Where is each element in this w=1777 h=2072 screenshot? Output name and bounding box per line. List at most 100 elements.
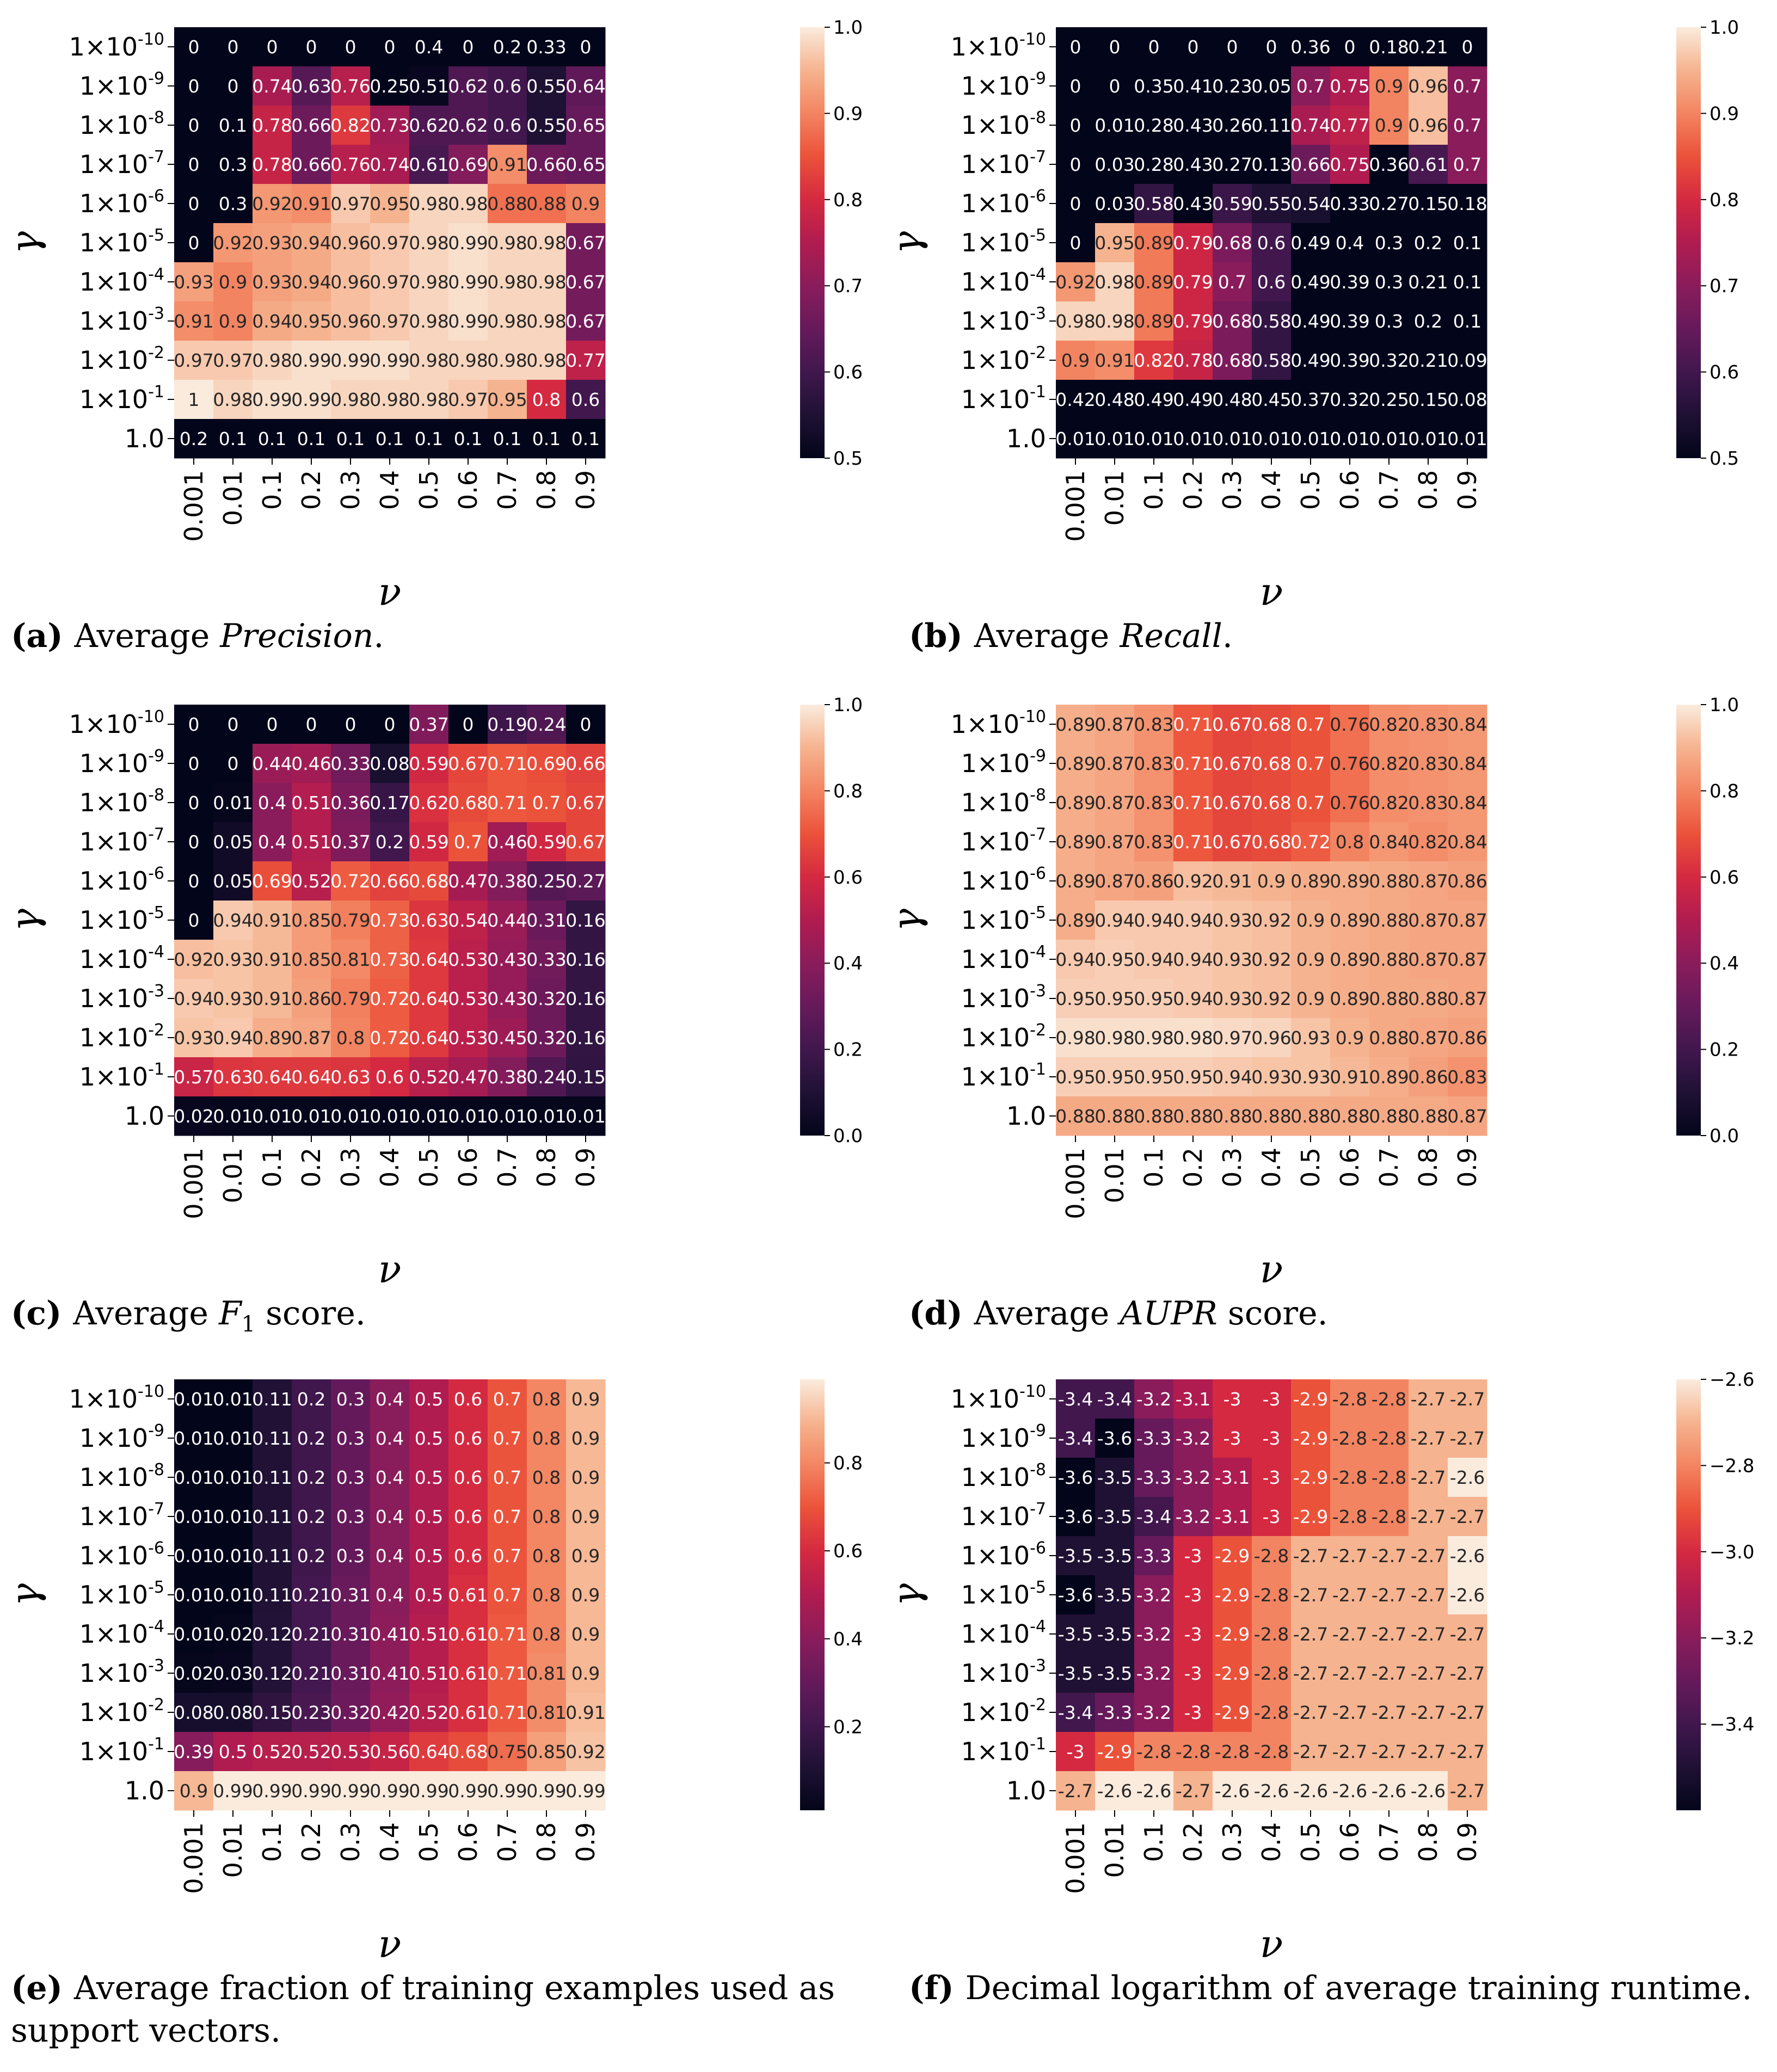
cell-e-r5-c7 bbox=[448, 1575, 488, 1615]
cell-label-a-r9-c7: 0.97 bbox=[448, 389, 488, 410]
cell-label-f-r1-c9: -2.7 bbox=[1411, 1428, 1446, 1449]
cell-c-r5-c2 bbox=[253, 901, 292, 940]
xlabel-d: ν bbox=[1260, 1247, 1283, 1292]
ytick-label-e-3: 1×10-7 bbox=[79, 1500, 164, 1531]
cell-d-r6-c7 bbox=[1330, 940, 1370, 979]
cell-e-r5-c4 bbox=[331, 1575, 371, 1615]
cell-label-b-r0-c8: 0.18 bbox=[1369, 36, 1409, 58]
colorbar-tick-label-a-3: 0.7 bbox=[833, 275, 863, 297]
cell-label-f-r4-c0: -3.5 bbox=[1058, 1545, 1093, 1567]
cell-d-r0-c9 bbox=[1409, 705, 1448, 744]
cell-label-e-r7-c0: 0.02 bbox=[174, 1663, 213, 1684]
cell-label-f-r8-c3: -3 bbox=[1184, 1702, 1202, 1723]
cell-f-r0-c7 bbox=[1330, 1379, 1370, 1419]
cell-label-e-r7-c4: 0.31 bbox=[330, 1663, 370, 1684]
cell-label-d-r2-c2: 0.83 bbox=[1134, 792, 1173, 813]
cell-e-r7-c1 bbox=[213, 1654, 253, 1693]
cell-f-r6-c6 bbox=[1291, 1614, 1331, 1654]
cell-f-r3-c6 bbox=[1291, 1497, 1331, 1537]
cell-e-r8-c8 bbox=[488, 1693, 527, 1732]
cell-label-b-r0-c0: 0 bbox=[1070, 36, 1081, 58]
cell-f-r9-c10 bbox=[1448, 1732, 1487, 1772]
xtick-label-e-5: 0.4 bbox=[375, 1822, 404, 1862]
cell-label-e-r9-c5: 0.56 bbox=[370, 1741, 409, 1762]
cell-f-r1-c8 bbox=[1369, 1419, 1409, 1458]
cell-b-r7-c0 bbox=[1056, 301, 1096, 341]
xtick-label-a-3: 0.2 bbox=[297, 470, 326, 510]
cell-f-r8-c6 bbox=[1291, 1693, 1331, 1732]
cell-label-b-r10-c9: 0.01 bbox=[1408, 428, 1448, 449]
xtick-label-b-10: 0.9 bbox=[1453, 470, 1482, 510]
cell-label-b-r10-c10: 0.01 bbox=[1447, 428, 1487, 449]
cell-label-b-r4-c8: 0.27 bbox=[1369, 193, 1409, 214]
cell-d-r8-c1 bbox=[1095, 1018, 1135, 1058]
cell-label-f-r5-c7: -2.7 bbox=[1332, 1584, 1367, 1606]
cell-label-c-r1-c7: 0.67 bbox=[448, 753, 488, 774]
cell-d-r1-c4 bbox=[1213, 744, 1252, 784]
cell-label-a-r2-c10: 0.65 bbox=[565, 115, 605, 136]
cell-label-c-r7-c6: 0.64 bbox=[409, 988, 448, 1009]
xtick-label-d-7: 0.6 bbox=[1335, 1148, 1364, 1187]
cell-label-a-r1-c6: 0.51 bbox=[409, 76, 448, 97]
ytick-label-c-7: 1×10-3 bbox=[79, 982, 164, 1013]
cell-d-r5-c4 bbox=[1213, 901, 1252, 940]
cell-label-e-r3-c10: 0.9 bbox=[571, 1506, 600, 1527]
cell-label-f-r3-c6: -2.9 bbox=[1293, 1506, 1328, 1527]
cell-c-r9-c3 bbox=[292, 1057, 331, 1097]
cell-label-a-r3-c0: 0 bbox=[188, 154, 200, 175]
cell-label-e-r1-c9: 0.8 bbox=[532, 1428, 561, 1449]
cell-label-e-r10-c7: 0.99 bbox=[448, 1780, 488, 1802]
cell-f-r2-c3 bbox=[1173, 1458, 1213, 1497]
cell-label-a-r0-c5: 0 bbox=[384, 36, 396, 58]
cell-label-a-r8-c4: 0.99 bbox=[330, 350, 370, 371]
cell-e-r8-c6 bbox=[409, 1693, 449, 1732]
cell-label-f-r8-c6: -2.7 bbox=[1293, 1702, 1328, 1723]
cell-b-r3-c2 bbox=[1134, 145, 1174, 184]
cell-f-r2-c9 bbox=[1409, 1458, 1448, 1497]
cell-label-a-r8-c5: 0.99 bbox=[370, 350, 409, 371]
cell-f-r7-c0 bbox=[1056, 1654, 1096, 1693]
cell-label-b-r8-c7: 0.39 bbox=[1330, 350, 1369, 371]
cell-e-r1-c2 bbox=[253, 1419, 292, 1458]
cell-b-r3-c6 bbox=[1291, 145, 1331, 184]
cell-b-r5-c1 bbox=[1095, 223, 1135, 263]
cell-label-c-r4-c4: 0.72 bbox=[330, 871, 370, 892]
cell-c-r9-c0 bbox=[174, 1057, 214, 1097]
cell-label-a-r2-c4: 0.82 bbox=[330, 115, 370, 136]
cell-f-r1-c1 bbox=[1095, 1419, 1135, 1458]
cell-f-r9-c6 bbox=[1291, 1732, 1331, 1772]
cell-label-a-r9-c8: 0.95 bbox=[487, 389, 527, 410]
cell-f-r10-c10 bbox=[1448, 1771, 1487, 1811]
ylabel-e: γ bbox=[3, 1583, 47, 1606]
cell-label-f-r1-c6: -2.9 bbox=[1293, 1428, 1328, 1449]
cell-label-d-r4-c8: 0.88 bbox=[1369, 871, 1409, 892]
cell-label-f-r1-c5: -3 bbox=[1263, 1428, 1281, 1449]
cell-label-c-r5-c5: 0.73 bbox=[370, 910, 409, 931]
cell-f-r1-c0 bbox=[1056, 1419, 1096, 1458]
cell-label-c-r1-c8: 0.71 bbox=[487, 753, 527, 774]
cell-f-r1-c2 bbox=[1134, 1419, 1174, 1458]
cell-label-b-r1-c6: 0.7 bbox=[1296, 76, 1325, 97]
cell-label-a-r2-c0: 0 bbox=[188, 115, 200, 136]
cell-c-r8-c2 bbox=[253, 1018, 292, 1058]
cell-a-r6-c8 bbox=[488, 262, 527, 302]
cell-a-r9-c4 bbox=[331, 380, 371, 420]
cell-f-r7-c7 bbox=[1330, 1654, 1370, 1693]
cell-a-r0-c0 bbox=[174, 27, 214, 67]
xlabel-c: ν bbox=[378, 1247, 402, 1292]
cell-label-c-r6-c3: 0.85 bbox=[291, 949, 331, 970]
cell-label-b-r10-c5: 0.01 bbox=[1251, 428, 1291, 449]
cell-b-r1-c6 bbox=[1291, 66, 1331, 106]
cell-c-r1-c4 bbox=[331, 744, 371, 784]
cell-f-r7-c6 bbox=[1291, 1654, 1331, 1693]
cell-label-f-r6-c0: -3.5 bbox=[1058, 1624, 1093, 1645]
colorbar-tick-label-e-3: 0.2 bbox=[833, 1716, 863, 1738]
cell-c-r2-c9 bbox=[527, 783, 567, 823]
cell-a-r10-c4 bbox=[331, 419, 371, 459]
caption-letter: (d) bbox=[909, 1294, 974, 1333]
cell-label-b-r4-c9: 0.15 bbox=[1408, 193, 1448, 214]
ytick-label-c-1: 1×10-9 bbox=[79, 747, 164, 778]
cell-label-a-r0-c9: 0.33 bbox=[526, 36, 566, 58]
cell-b-r7-c9 bbox=[1409, 301, 1448, 341]
cell-f-r3-c0 bbox=[1056, 1497, 1096, 1537]
